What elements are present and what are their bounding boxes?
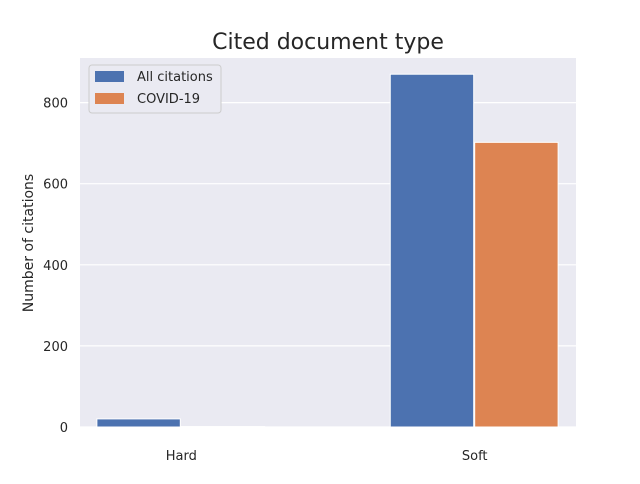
y-tick-label: 0 (60, 421, 68, 436)
legend-swatch (95, 93, 124, 104)
x-tick-label: Hard (166, 449, 197, 464)
legend-label: All citations (137, 70, 213, 85)
y-tick-label: 600 (43, 178, 68, 193)
bar-hard-series-0 (97, 419, 180, 427)
bar-soft-series-1 (475, 142, 558, 427)
y-tick-label: 400 (43, 259, 68, 274)
y-tick-label: 800 (43, 97, 68, 112)
y-tick-label: 200 (43, 340, 68, 355)
legend: All citations COVID-19 (89, 65, 221, 113)
y-tick-labels: 0 200 400 600 800 (43, 97, 68, 436)
y-axis-label: Number of citations (21, 174, 37, 312)
legend-swatch (95, 71, 124, 82)
legend-label: COVID-19 (137, 92, 200, 107)
x-tick-labels: Hard Soft (166, 449, 488, 464)
x-tick-label: Soft (462, 449, 488, 464)
chart-title: Cited document type (212, 30, 444, 55)
bar-soft-series-0 (390, 74, 473, 427)
